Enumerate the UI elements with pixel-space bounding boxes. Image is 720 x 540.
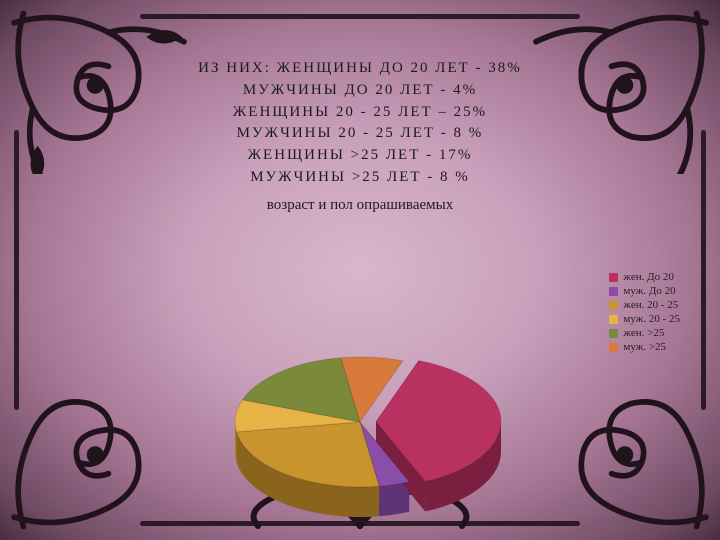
legend-label: муж. 20 - 25 xyxy=(623,313,680,325)
slide-stage: ИЗ НИХ: ЖЕНЩИНЫ ДО 20 ЛЕТ - 38% МУЖЧИНЫ … xyxy=(0,0,720,540)
legend-item: муж. 20 - 25 xyxy=(609,312,680,326)
legend-swatch-icon xyxy=(609,301,618,310)
legend-swatch-icon xyxy=(609,329,618,338)
heading-line: ИЗ НИХ: ЖЕНЩИНЫ ДО 20 ЛЕТ - 38% xyxy=(0,58,720,80)
legend-swatch-icon xyxy=(609,287,618,296)
legend-label: муж. >25 xyxy=(623,341,666,353)
heading-line: ЖЕНЩИНЫ >25 ЛЕТ - 17% xyxy=(0,145,720,167)
heading-line: МУЖЧИНЫ ДО 20 ЛЕТ - 4% xyxy=(0,80,720,102)
chart-subtitle: возраст и пол опрашиваемых xyxy=(0,195,720,217)
frame-rail-top xyxy=(140,14,580,19)
legend-item: жен. До 20 xyxy=(609,270,680,284)
pie-svg xyxy=(210,332,510,540)
heading-block: ИЗ НИХ: ЖЕНЩИНЫ ДО 20 ЛЕТ - 38% МУЖЧИНЫ … xyxy=(0,58,720,216)
legend-swatch-icon xyxy=(609,343,618,352)
pie-slice-side xyxy=(379,482,409,516)
legend-swatch-icon xyxy=(609,273,618,282)
legend-swatch-icon xyxy=(609,315,618,324)
legend-item: муж. >25 xyxy=(609,340,680,354)
legend-item: муж. До 20 xyxy=(609,284,680,298)
flourish-corner-icon xyxy=(4,366,194,536)
heading-line: МУЖЧИНЫ >25 ЛЕТ - 8 % xyxy=(0,167,720,189)
legend: жен. До 20 муж. До 20 жен. 20 - 25 муж. 20 … xyxy=(609,270,680,354)
legend-label: жен. До 20 xyxy=(623,271,673,283)
legend-label: жен. 20 - 25 xyxy=(623,299,678,311)
legend-label: муж. До 20 xyxy=(623,285,675,297)
heading-line: МУЖЧИНЫ 20 - 25 ЛЕТ - 8 % xyxy=(0,123,720,145)
legend-item: жен. >25 xyxy=(609,326,680,340)
legend-label: жен. >25 xyxy=(623,327,664,339)
pie-chart-3d xyxy=(210,332,510,540)
legend-item: жен. 20 - 25 xyxy=(609,298,680,312)
flourish-corner-icon xyxy=(526,366,716,536)
heading-line: ЖЕНЩИНЫ 20 - 25 ЛЕТ – 25% xyxy=(0,102,720,124)
